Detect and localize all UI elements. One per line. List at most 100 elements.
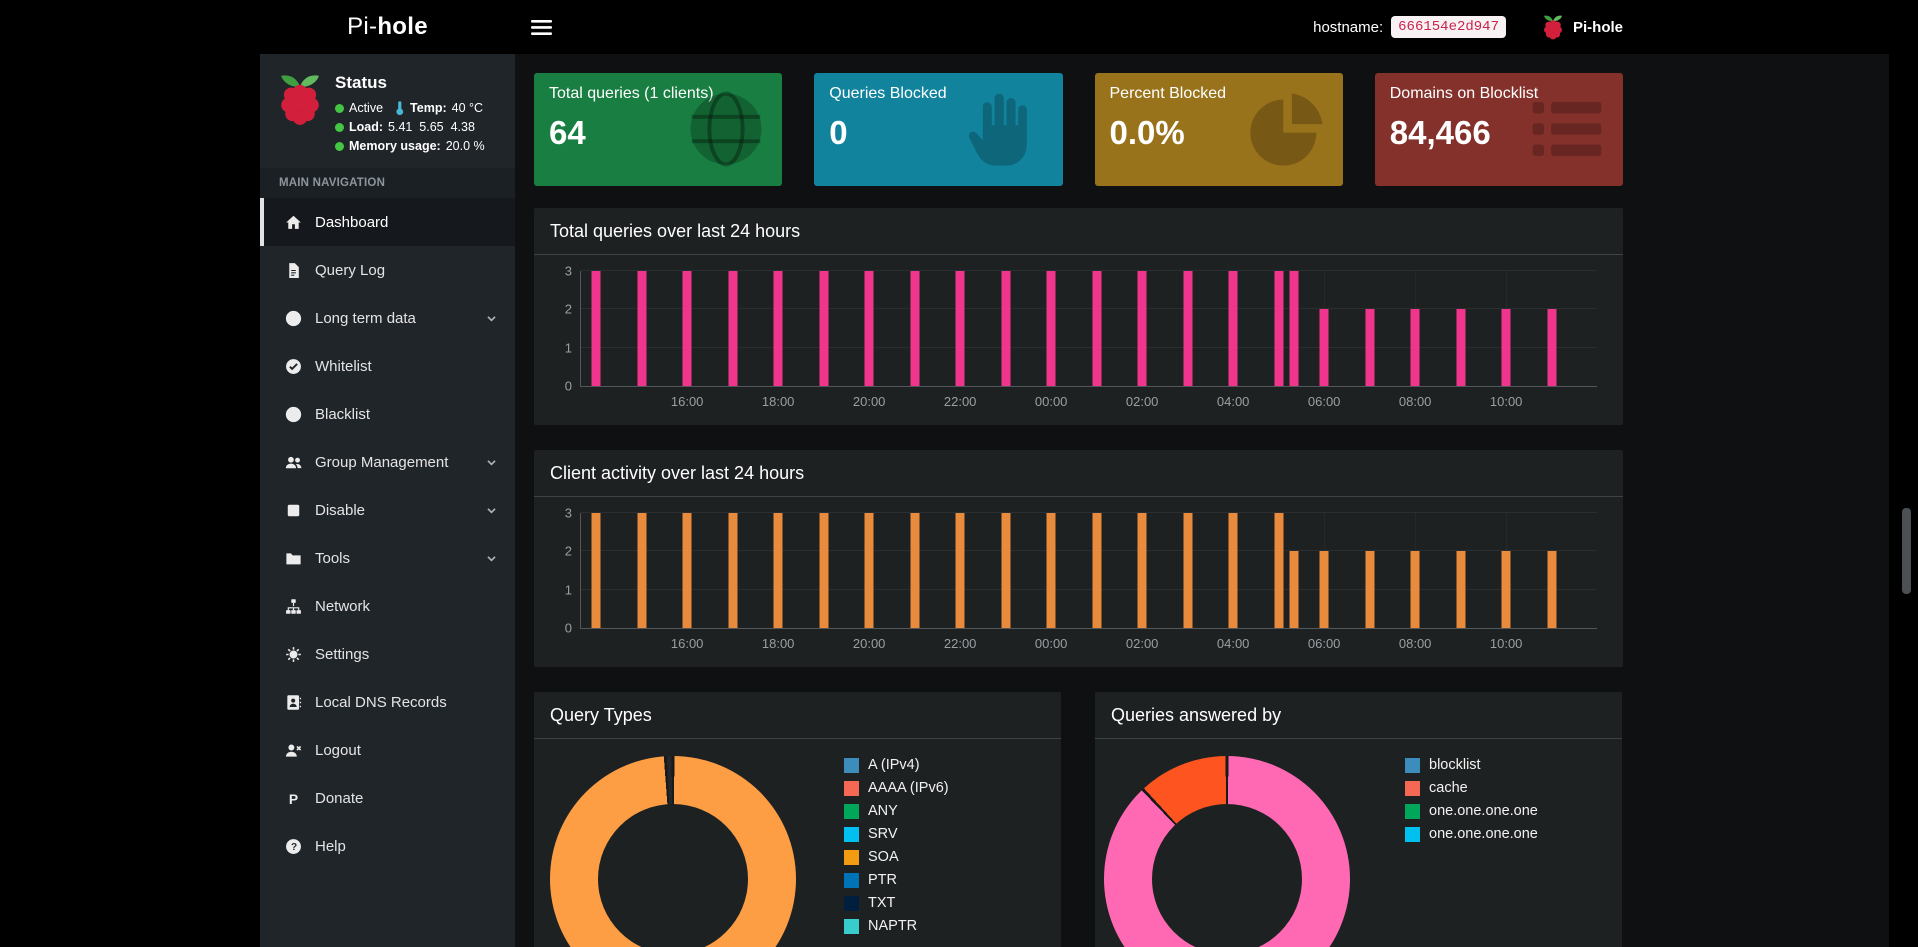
sidebar-item-label: Logout: [315, 741, 361, 759]
panel-client-activity: Client activity over last 24 hours 0 1 2 3 1…: [534, 450, 1623, 667]
sidebar-item-network[interactable]: Network: [260, 582, 515, 630]
card-title: Percent Blocked: [1109, 85, 1227, 102]
query-bar[interactable]: [819, 271, 829, 386]
sidebar-item-disable[interactable]: Disable: [260, 486, 515, 534]
sidebar-item-dashboard[interactable]: Dashboard: [260, 198, 515, 246]
legend-item-a-ipv4[interactable]: A (IPv4): [844, 757, 949, 773]
sidebar: Status Active Temp: 40 °C Load: 5.41 5.6…: [260, 54, 515, 947]
query-bar[interactable]: [682, 271, 692, 386]
query-bar[interactable]: [1547, 309, 1557, 386]
query-bar[interactable]: [910, 271, 920, 386]
scrollbar-thumb[interactable]: [1902, 508, 1911, 594]
sidebar-item-long-term-data[interactable]: Long term data: [260, 294, 515, 342]
query-bar[interactable]: [1274, 271, 1284, 386]
query-bar[interactable]: [682, 513, 692, 628]
query-bar[interactable]: [1501, 551, 1511, 628]
legend-color-swatch: [844, 803, 859, 819]
client-activity-chart[interactable]: 0 1 2 3 16:00 18:00 20:00 22:00 00:00 02:00 04:00 0…: [546, 505, 1611, 663]
query-bar[interactable]: [1137, 513, 1147, 628]
query-bar[interactable]: [773, 513, 783, 628]
query-bar[interactable]: [1001, 271, 1011, 386]
query-bar[interactable]: [955, 271, 965, 386]
total-queries-chart[interactable]: 0 1 2 3 16:00 18:00 20:00 22:00 00:00 02:00 04:00 0…: [546, 263, 1611, 421]
query-bar[interactable]: [1289, 551, 1299, 628]
legend-color-swatch: [844, 872, 859, 888]
sidebar-item-query-log[interactable]: Query Log: [260, 246, 515, 294]
sidebar-item-group-management[interactable]: Group Management: [260, 438, 515, 486]
sidebar-item-tools[interactable]: Tools: [260, 534, 515, 582]
legend-item-naptr[interactable]: NAPTR: [844, 918, 949, 934]
sidebar-item-logout[interactable]: Logout: [260, 726, 515, 774]
query-bar[interactable]: [1228, 271, 1238, 386]
sidebar-item-donate[interactable]: P Donate: [260, 774, 515, 822]
query-bar[interactable]: [1046, 271, 1056, 386]
legend-item-txt[interactable]: TXT: [844, 895, 949, 911]
legend-item-one-one-one-one[interactable]: one.one.one.one: [1405, 803, 1538, 819]
card-total-queries-1-clients[interactable]: Total queries (1 clients) 64: [534, 73, 783, 186]
sidebar-item-blacklist[interactable]: Blacklist: [260, 390, 515, 438]
query-bar[interactable]: [1183, 513, 1193, 628]
queries-answered-donut[interactable]: [1104, 756, 1350, 947]
query-types-donut[interactable]: [550, 756, 796, 947]
query-bar[interactable]: [591, 271, 601, 386]
query-bar[interactable]: [1319, 551, 1329, 628]
sidebar-item-whitelist[interactable]: Whitelist: [260, 342, 515, 390]
query-bar[interactable]: [773, 271, 783, 386]
load-label: Load:: [349, 120, 384, 134]
query-bar[interactable]: [637, 513, 647, 628]
status-line-load: Load: 5.41 5.65 4.38: [335, 118, 485, 137]
query-bar[interactable]: [819, 513, 829, 628]
y-axis-label: 3: [564, 263, 572, 279]
sidebar-toggle-button[interactable]: [515, 0, 567, 54]
query-bar[interactable]: [1289, 271, 1299, 386]
query-bar[interactable]: [1001, 513, 1011, 628]
query-bar[interactable]: [1410, 309, 1420, 386]
navbar-right-group: hostname: 666154e2d947 Pi-hole: [1313, 0, 1623, 54]
query-bar[interactable]: [1137, 271, 1147, 386]
legend-item-one-one-one-one[interactable]: one.one.one.one: [1405, 826, 1538, 842]
sidebar-item-help[interactable]: ? Help: [260, 822, 515, 870]
query-bar[interactable]: [1456, 309, 1466, 386]
query-bar[interactable]: [1365, 551, 1375, 628]
sidebar-item-local-dns-records[interactable]: Local DNS Records: [260, 678, 515, 726]
brand-logo[interactable]: Pi-hole: [260, 0, 515, 54]
sidebar-item-settings[interactable]: Settings: [260, 630, 515, 678]
query-bar[interactable]: [1046, 513, 1056, 628]
legend-label: AAAA (IPv6): [868, 780, 949, 796]
legend-item-cache[interactable]: cache: [1405, 780, 1538, 796]
query-bar[interactable]: [910, 513, 920, 628]
legend-item-soa[interactable]: SOA: [844, 849, 949, 865]
legend-item-aaaa-ipv6[interactable]: AAAA (IPv6): [844, 780, 949, 796]
query-bar[interactable]: [728, 513, 738, 628]
query-bar[interactable]: [864, 513, 874, 628]
query-bar[interactable]: [1456, 551, 1466, 628]
legend-item-srv[interactable]: SRV: [844, 826, 949, 842]
legend-item-ptr[interactable]: PTR: [844, 872, 949, 888]
query-bar[interactable]: [1228, 513, 1238, 628]
check-circle-icon: [283, 358, 304, 375]
query-bar[interactable]: [864, 271, 874, 386]
query-bar[interactable]: [1092, 513, 1102, 628]
query-bar[interactable]: [1410, 551, 1420, 628]
query-bar[interactable]: [1547, 551, 1557, 628]
query-bar[interactable]: [1274, 513, 1284, 628]
card-queries-blocked[interactable]: Queries Blocked 0: [814, 73, 1063, 186]
query-bar[interactable]: [728, 271, 738, 386]
query-bar[interactable]: [591, 513, 601, 628]
query-bar[interactable]: [955, 513, 965, 628]
legend-color-swatch: [844, 757, 859, 773]
status-ok-icon: [335, 142, 344, 151]
card-percent-blocked[interactable]: Percent Blocked 0.0%: [1094, 73, 1343, 186]
legend-item-any[interactable]: ANY: [844, 803, 949, 819]
query-bar[interactable]: [1501, 309, 1511, 386]
query-bar[interactable]: [1183, 271, 1193, 386]
query-bar[interactable]: [1365, 309, 1375, 386]
query-bar[interactable]: [1092, 271, 1102, 386]
card-domains-on-blocklist[interactable]: Domains on Blocklist 84,466: [1374, 73, 1623, 186]
status-panel: Status Active Temp: 40 °C Load: 5.41 5.6…: [260, 54, 515, 168]
query-bar[interactable]: [637, 271, 647, 386]
query-bar[interactable]: [1319, 309, 1329, 386]
panel-title-client-activity: Client activity over last 24 hours: [534, 450, 1623, 497]
x-axis-label: 04:00: [1216, 636, 1250, 651]
legend-item-blocklist[interactable]: blocklist: [1405, 757, 1538, 773]
